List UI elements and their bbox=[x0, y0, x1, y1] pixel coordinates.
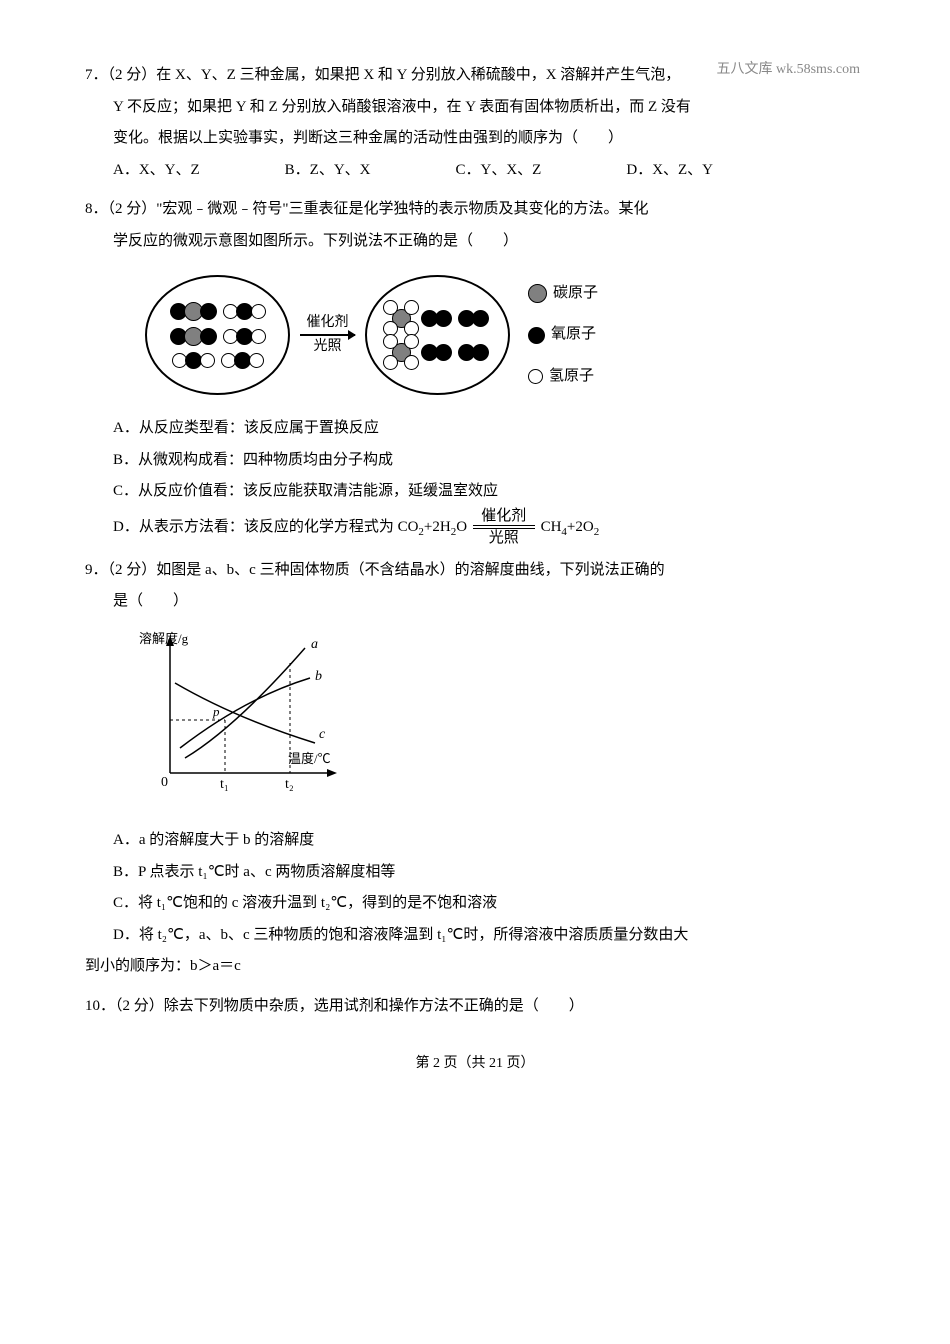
q8-line2: 学反应的微观示意图如图所示。下列说法不正确的是（ ） bbox=[85, 226, 865, 258]
q8d-post1: CH bbox=[541, 519, 562, 535]
legend-oxygen: 氧原子 bbox=[528, 319, 598, 351]
legend-hydrogen-label: 氢原子 bbox=[549, 361, 594, 393]
svg-text:c: c bbox=[319, 727, 326, 742]
q8d-pre: D．从表示方法看：该反应的化学方程式为 CO bbox=[113, 519, 418, 535]
q7-opt-a: A．X、Y、Z bbox=[113, 155, 200, 187]
arrow-top-label: 催化剂 bbox=[300, 314, 355, 332]
svg-text:b: b bbox=[315, 669, 322, 684]
q8-diagram: 催化剂 光照 bbox=[85, 257, 865, 413]
reaction-arrow: 催化剂 光照 bbox=[300, 314, 355, 356]
svg-text:t₂: t₂ bbox=[285, 777, 294, 792]
co2-molecule bbox=[170, 327, 217, 346]
q8-opt-a: A．从反应类型看：该反应属于置换反应 bbox=[85, 413, 865, 445]
question-7: 7．（2 分）在 X、Y、Z 三种金属，如果把 X 和 Y 分别放入稀硫酸中，X… bbox=[85, 60, 865, 186]
legend-carbon-label: 碳原子 bbox=[553, 278, 598, 310]
q7-opt-d: D．X、Z、Y bbox=[626, 155, 713, 187]
q7-opt-c: C．Y、X、Z bbox=[456, 155, 542, 187]
reactant-circle bbox=[145, 275, 290, 395]
o2-molecule bbox=[458, 304, 489, 332]
h2o-molecule bbox=[221, 352, 264, 369]
q9-opt-d-2: 到小的顺序为：b＞a＝c bbox=[85, 951, 865, 983]
q10-line1: 10．（2 分）除去下列物质中杂质，选用试剂和操作方法不正确的是（ ） bbox=[85, 991, 865, 1023]
q8-line1: 8．（2 分）"宏观﹣微观﹣符号"三重表征是化学独特的表示物质及其变化的方法。某… bbox=[85, 194, 865, 226]
legend-hydrogen: 氢原子 bbox=[528, 361, 598, 393]
q9-line1: 9．（2 分）如图是 a、b、c 三种固体物质（不含结晶水）的溶解度曲线，下列说… bbox=[85, 555, 865, 587]
q9-opt-d-1: D．将 t₂℃，a、b、c 三种物质的饱和溶液降温到 t₁℃时，所得溶液中溶质质… bbox=[85, 920, 865, 952]
q8-opt-c: C．从反应价值看：该反应能获取清洁能源，延缓温室效应 bbox=[85, 476, 865, 508]
q8d-post2: +2O bbox=[567, 519, 594, 535]
svg-text:a: a bbox=[311, 637, 318, 652]
q8-opt-d: D．从表示方法看：该反应的化学方程式为 CO2+2H2O 催化剂 光照 CH4+… bbox=[85, 508, 865, 547]
equation-arrow: 催化剂 光照 bbox=[473, 508, 535, 547]
q8-opt-b: B．从微观构成看：四种物质均由分子构成 bbox=[85, 445, 865, 477]
svg-text:温度/℃: 温度/℃ bbox=[288, 751, 331, 766]
o2-molecule bbox=[421, 338, 452, 366]
eq-arrow-bot: 光照 bbox=[489, 530, 519, 547]
h2o-molecule bbox=[223, 302, 266, 321]
q9-opt-a: A．a 的溶解度大于 b 的溶解度 bbox=[85, 825, 865, 857]
q9-opt-c: C．将 t₁℃饱和的 c 溶液升温到 t₂℃，得到的是不饱和溶液 bbox=[85, 888, 865, 920]
arrow-bot-label: 光照 bbox=[300, 338, 355, 356]
eq-arrow-top: 催化剂 bbox=[481, 508, 526, 525]
svg-text:0: 0 bbox=[161, 775, 168, 790]
o2-molecule bbox=[458, 338, 489, 366]
q9-chart: 溶解度/g a b c p 温度/℃ 0 t₁ t₂ bbox=[85, 618, 865, 826]
h2o-molecule bbox=[172, 352, 215, 369]
o2-molecule bbox=[421, 304, 452, 332]
q7-line3: 变化。根据以上实验事实，判断这三种金属的活动性由强到的顺序为（ ） bbox=[85, 123, 865, 155]
q9-opt-b: B．P 点表示 t₁℃时 a、c 两物质溶解度相等 bbox=[85, 857, 865, 889]
legend-carbon: 碳原子 bbox=[528, 278, 598, 310]
q7-opt-b: B．Z、Y、X bbox=[285, 155, 371, 187]
q9-line2: 是（ ） bbox=[85, 586, 865, 618]
ch4-molecule bbox=[387, 304, 415, 332]
question-9: 9．（2 分）如图是 a、b、c 三种固体物质（不含结晶水）的溶解度曲线，下列说… bbox=[85, 555, 865, 983]
solubility-svg: 溶解度/g a b c p 温度/℃ 0 t₁ t₂ bbox=[135, 628, 355, 803]
co2-molecule bbox=[170, 302, 217, 321]
ch4-molecule bbox=[387, 338, 415, 366]
ylabel: 溶解度/g bbox=[139, 631, 189, 646]
page-footer: 第 2 页（共 21 页） bbox=[85, 1052, 865, 1072]
svg-text:p: p bbox=[212, 704, 220, 719]
legend-oxygen-label: 氧原子 bbox=[551, 319, 596, 351]
q8d-mid2: O bbox=[456, 519, 467, 535]
product-circle bbox=[365, 275, 510, 395]
svg-text:t₁: t₁ bbox=[220, 777, 229, 792]
q8d-mid1: +2H bbox=[424, 519, 451, 535]
q7-options: A．X、Y、Z B．Z、Y、X C．Y、X、Z D．X、Z、Y bbox=[85, 155, 865, 187]
question-8: 8．（2 分）"宏观﹣微观﹣符号"三重表征是化学独特的表示物质及其变化的方法。某… bbox=[85, 194, 865, 547]
watermark: 五八文库 wk.58sms.com bbox=[717, 58, 861, 78]
h2o-molecule bbox=[223, 327, 266, 346]
question-10: 10．（2 分）除去下列物质中杂质，选用试剂和操作方法不正确的是（ ） bbox=[85, 991, 865, 1023]
atom-legend: 碳原子 氧原子 氢原子 bbox=[528, 278, 598, 393]
q7-line2: Y 不反应；如果把 Y 和 Z 分别放入硝酸银溶液中，在 Y 表面有固体物质析出… bbox=[85, 92, 865, 124]
